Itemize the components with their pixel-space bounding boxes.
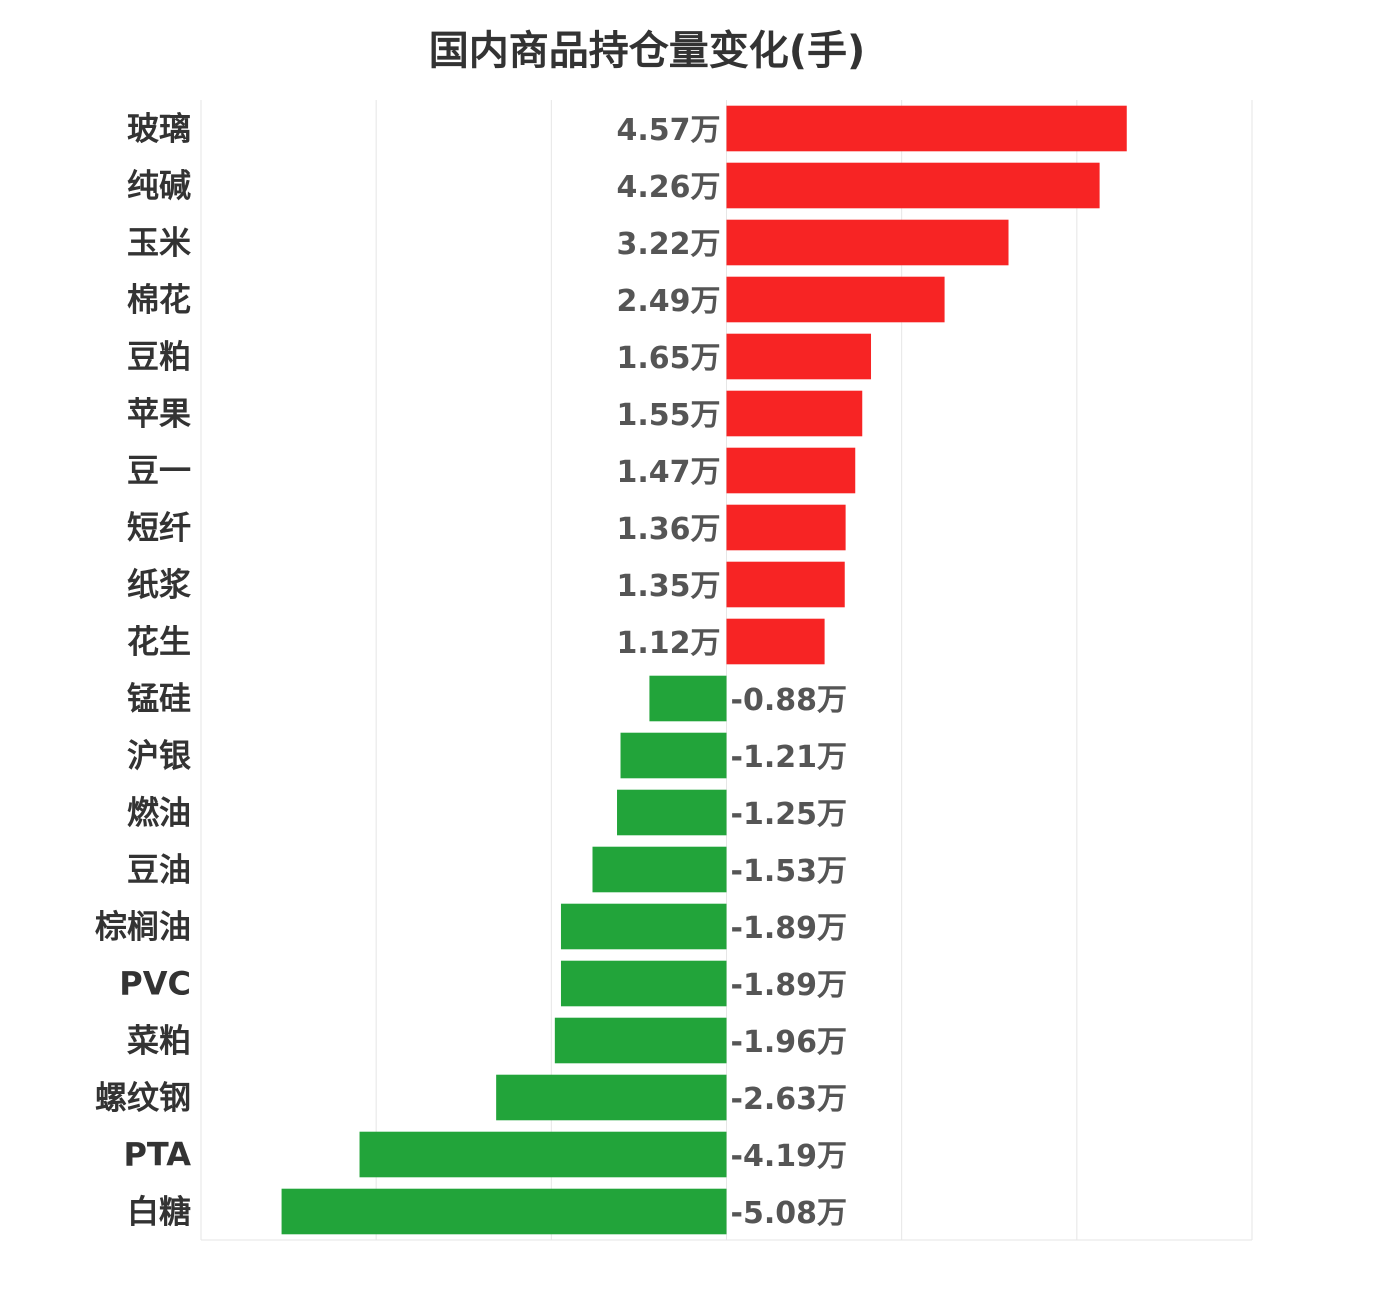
- category-label: 锰硅: [127, 680, 191, 718]
- category-label: PVC: [119, 965, 191, 1003]
- value-label: -4.19万: [731, 1139, 847, 1174]
- category-label: 豆一: [127, 452, 191, 490]
- value-label: -1.53万: [731, 854, 847, 889]
- value-label: -1.89万: [731, 911, 847, 946]
- category-label: 菜粕: [127, 1022, 191, 1060]
- value-label: 2.49万: [616, 284, 720, 319]
- bar-1: [726, 162, 1100, 209]
- value-label: 1.47万: [616, 455, 720, 490]
- bar-10: [649, 675, 727, 722]
- category-label: 棉花: [127, 281, 191, 319]
- value-label: 4.26万: [616, 170, 720, 205]
- category-label: 苹果: [127, 395, 191, 433]
- bar-19: [281, 1188, 727, 1235]
- category-label: 纯碱: [127, 167, 191, 205]
- value-label: -5.08万: [731, 1196, 847, 1231]
- bar-9: [726, 618, 825, 665]
- value-label: -1.89万: [731, 968, 847, 1003]
- bar-4: [726, 333, 872, 380]
- bar-14: [560, 903, 727, 950]
- category-label: 豆油: [127, 851, 191, 889]
- bar-12: [617, 789, 727, 836]
- value-label: -1.21万: [731, 740, 847, 775]
- value-label: 1.35万: [616, 569, 720, 604]
- value-label: -2.63万: [731, 1082, 847, 1117]
- category-label: 沪银: [127, 737, 191, 775]
- bar-3: [726, 276, 945, 323]
- value-label: 4.57万: [616, 113, 720, 148]
- value-label: -1.25万: [731, 797, 847, 832]
- category-label: 螺纹钢: [95, 1079, 191, 1117]
- bar-0: [726, 105, 1127, 152]
- bar-2: [726, 219, 1009, 266]
- value-label: 1.55万: [616, 398, 720, 433]
- bar-5: [726, 390, 863, 437]
- value-label: 1.36万: [616, 512, 720, 547]
- value-label: 1.65万: [616, 341, 720, 376]
- bar-8: [726, 561, 845, 608]
- chart-title: 国内商品持仓量变化(手): [428, 28, 866, 74]
- category-label: 燃油: [127, 794, 191, 832]
- category-label: PTA: [123, 1136, 191, 1174]
- value-label: -0.88万: [731, 683, 847, 718]
- gridlines: [200, 100, 1253, 1241]
- category-label: 棕榈油: [95, 908, 191, 946]
- value-label: -1.96万: [731, 1025, 847, 1060]
- category-label: 豆粕: [127, 338, 191, 376]
- category-label: 花生: [127, 623, 191, 661]
- bar-13: [592, 846, 727, 893]
- bar-15: [560, 960, 727, 1007]
- bar-18: [359, 1131, 727, 1178]
- category-label: 玉米: [127, 224, 191, 262]
- bar-16: [554, 1017, 727, 1064]
- bar-7: [726, 504, 846, 551]
- value-label: 3.22万: [616, 227, 720, 262]
- category-label: 短纤: [127, 509, 191, 547]
- value-label: 1.12万: [616, 626, 720, 661]
- bar-6: [726, 447, 856, 494]
- bars: [281, 105, 1127, 1235]
- value-labels: 4.57万 4.26万 3.22万 2.49万 1.65万 1.55万 1.47万 1.36万…: [616, 113, 847, 1231]
- category-label: 纸浆: [127, 566, 191, 604]
- category-label: 白糖: [127, 1193, 191, 1231]
- bar-17: [496, 1074, 727, 1121]
- bar-11: [620, 732, 727, 779]
- category-label: 玻璃: [127, 110, 191, 148]
